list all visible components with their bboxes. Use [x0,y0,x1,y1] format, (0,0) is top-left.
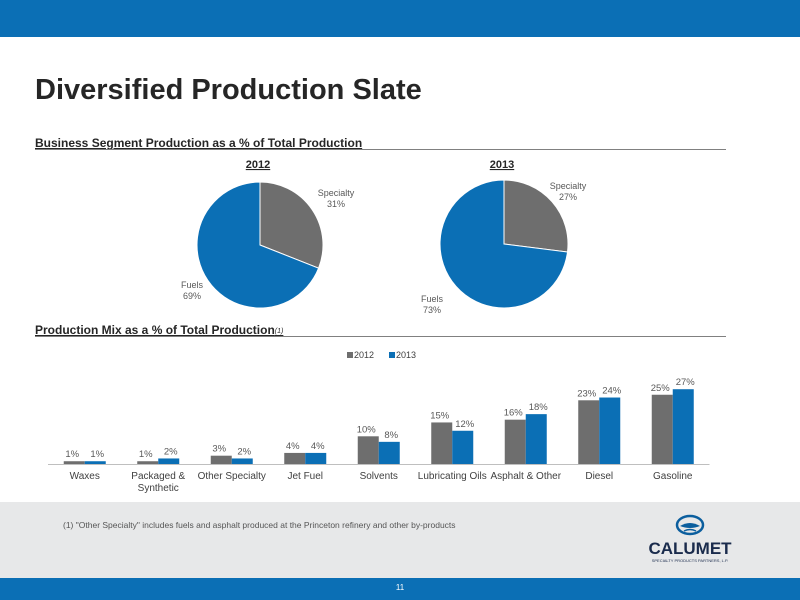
pie-slice-specialty [503,179,569,253]
bar-value-label: 4% [286,441,300,452]
top-accent-bar [0,0,800,37]
logo-tagline: SPECIALTY PRODUCTS PARTNERS, L.P. [652,558,729,563]
pie-slice-fuels [439,179,569,309]
x-tick-label: Other Specialty [198,471,266,482]
pie-slice-specialty [259,181,324,269]
x-tick-label: Packaged & [131,471,185,482]
bar-2012 [651,394,673,464]
bar-value-label: 3% [212,444,226,455]
bottom-accent-bar [0,578,800,600]
bar-value-label: 16% [504,408,524,419]
pie-title: 2012 [246,159,270,171]
bar-value-label: 12% [455,419,475,430]
legend-label: 2012 [354,350,374,360]
x-tick-label: Asphalt & Other [490,471,561,482]
x-tick-label: Jet Fuel [287,471,323,482]
footnote-ref: (1) [274,328,284,335]
bar-value-label: 23% [577,388,597,399]
footnote: (1) "Other Specialty" includes fuels and… [63,520,456,530]
bar-2013 [525,414,547,464]
section-heading-mix-text: Production Mix as a % of Total Productio… [35,323,275,337]
bar-value-label: 24% [602,386,622,397]
pie-label-value: 69% [183,291,201,301]
bar-2012 [357,436,379,464]
pie-label-name: Specialty [318,188,355,198]
bar-value-label: 4% [311,441,325,452]
footer-band [0,502,800,578]
x-tick-label: Synthetic [138,483,179,494]
bar-value-label: 18% [529,402,549,413]
x-tick-label: Gasoline [653,471,693,482]
bar-2012 [431,422,453,464]
bar-value-label: 15% [430,410,450,421]
bar-2013 [305,452,327,464]
bar-2012 [284,452,306,464]
bar-value-label: 1% [90,449,104,460]
logo-name: CALUMET [648,539,732,558]
bar-2012 [578,400,600,464]
section-heading-mix: Production Mix as a % of Total Productio… [35,323,283,337]
bar-value-label: 2% [164,446,178,457]
bar-2013 [378,441,400,464]
bar-2012 [210,455,232,464]
bar-value-label: 1% [139,449,153,460]
bar-2012 [137,461,159,464]
bar-value-label: 2% [237,446,251,457]
pie-label-value: 27% [559,192,577,202]
x-tick-label: Lubricating Oils [418,471,487,482]
bar-2013 [672,389,694,464]
bar-value-label: 27% [676,377,696,388]
bar-value-label: 1% [65,449,79,460]
bar-value-label: 10% [357,424,377,435]
pie-label-value: 31% [327,199,345,209]
section-divider [35,336,726,337]
pie-label-name: Fuels [181,280,204,290]
pie-label-name: Specialty [550,181,587,191]
pie-title: 2013 [490,159,514,171]
bar-chart: 2012 2013 1% 1% Waxes 1% 2% Packaged &Synthetic… [48,350,710,494]
bar-2013 [231,458,253,464]
pie-charts: 2012Specialty31%Fuels69%2013Specialty27%… [181,159,587,315]
slide-title: Diversified Production Slate [35,74,422,106]
calumet-logo: CALUMET SPECIALTY PRODUCTS PARTNERS, L.P… [648,514,732,563]
page-number: 11 [395,583,405,592]
bar-value-label: 8% [384,430,398,441]
section-heading-segment: Business Segment Production as a % of To… [35,136,363,150]
legend-swatch-2013 [389,352,395,358]
bar-2013 [452,430,474,464]
logo-emblem [675,514,705,536]
pie-label-value: 73% [423,305,441,315]
bar-2013 [84,461,106,464]
pie-slice-fuels [196,181,320,309]
bar-value-label: 25% [651,383,671,394]
legend-label: 2013 [396,350,416,360]
bar-2013 [158,458,180,464]
pie-label-name: Fuels [421,294,444,304]
x-tick-label: Diesel [585,471,613,482]
bar-2012 [63,461,85,464]
section-divider [35,149,726,150]
legend-swatch-2012 [347,352,353,358]
x-tick-label: Solvents [360,471,398,482]
x-tick-label: Waxes [70,471,100,482]
bar-2012 [504,419,526,464]
bar-2013 [599,397,621,464]
